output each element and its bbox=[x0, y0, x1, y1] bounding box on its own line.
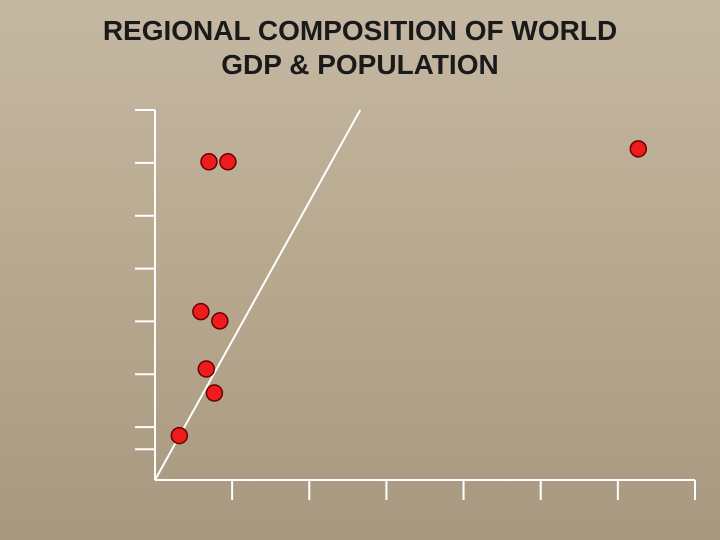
data-point bbox=[220, 154, 236, 170]
data-point bbox=[201, 154, 217, 170]
data-point bbox=[212, 313, 228, 329]
data-point bbox=[206, 385, 222, 401]
reference-line bbox=[155, 110, 360, 480]
data-point bbox=[198, 361, 214, 377]
data-point bbox=[171, 428, 187, 444]
data-point bbox=[193, 304, 209, 320]
scatter-chart bbox=[0, 0, 720, 540]
data-point bbox=[630, 141, 646, 157]
